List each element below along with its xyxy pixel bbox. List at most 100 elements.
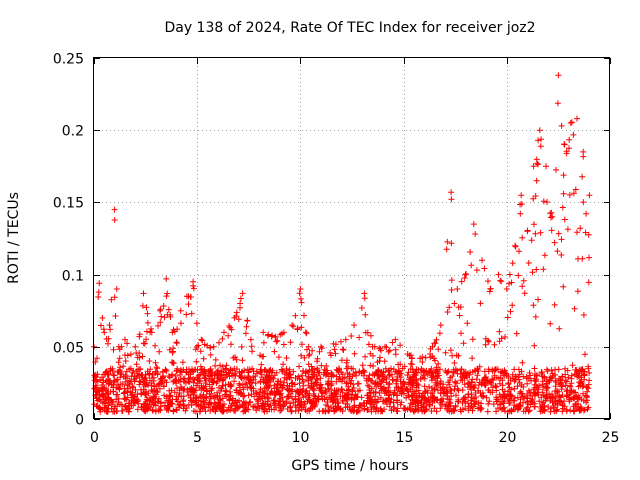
data-point: [460, 340, 467, 347]
data-point: [388, 371, 395, 378]
data-point: [219, 395, 226, 402]
data-point: [224, 407, 230, 414]
data-point: [239, 357, 246, 364]
data-point: [395, 367, 402, 374]
data-point: [271, 372, 278, 379]
data-point: [428, 408, 435, 414]
data-point: [348, 333, 355, 339]
data-point: [289, 395, 296, 402]
data-point: [565, 374, 572, 381]
data-point: [216, 339, 222, 346]
data-point: [158, 400, 164, 407]
data-point: [258, 371, 265, 378]
data-point: [482, 341, 489, 348]
data-point: [452, 379, 459, 386]
data-point: [521, 290, 528, 297]
data-point: [490, 401, 497, 408]
data-point: [244, 366, 251, 373]
data-point: [559, 204, 566, 211]
data-point: [299, 372, 305, 379]
data-point: [539, 378, 546, 385]
data-point: [237, 300, 244, 307]
data-point: [508, 279, 515, 286]
data-point: [108, 381, 115, 388]
data-point: [96, 404, 103, 411]
data-point: [246, 376, 253, 383]
data-point: [105, 402, 111, 409]
data-point: [584, 406, 591, 413]
data-point: [206, 399, 213, 406]
data-point: [153, 382, 160, 389]
data-point-peak: [132, 343, 139, 350]
y-tick-label: 0.05: [53, 341, 84, 357]
data-point: [290, 399, 297, 406]
data-point: [447, 347, 454, 354]
data-point: [556, 325, 563, 332]
data-point: [422, 395, 429, 402]
data-point: [199, 405, 206, 412]
data-point: [540, 392, 547, 399]
data-point: [321, 395, 328, 402]
data-point: [219, 382, 226, 389]
data-point: [231, 407, 237, 414]
data-point: [443, 246, 450, 253]
data-point: [362, 353, 369, 360]
data-point: [312, 401, 319, 407]
data-point: [111, 408, 118, 415]
data-point: [421, 375, 428, 382]
data-point: [417, 399, 424, 406]
data-point: [531, 221, 537, 228]
data-point: [343, 359, 350, 366]
data-point: [112, 403, 119, 410]
data-point: [566, 191, 573, 198]
data-point: [372, 389, 379, 396]
data-point: [493, 408, 500, 415]
data-point: [489, 389, 496, 396]
data-point: [504, 314, 511, 321]
data-point: [397, 342, 404, 349]
data-point: [233, 356, 240, 363]
data-point: [143, 304, 150, 311]
data-point: [320, 390, 326, 397]
data-point: [260, 400, 267, 407]
data-point: [544, 199, 550, 205]
data-point: [163, 368, 170, 374]
data-point: [531, 385, 538, 391]
data-point: [575, 383, 582, 390]
data-point: [394, 399, 401, 406]
data-point: [165, 403, 172, 410]
data-point: [574, 288, 581, 295]
data-point: [299, 376, 306, 383]
data-point: [308, 363, 315, 370]
data-point: [467, 404, 474, 411]
data-point: [280, 382, 287, 389]
data-point: [375, 368, 382, 375]
data-point: [451, 300, 458, 307]
data-point: [520, 384, 527, 390]
data-point: [249, 365, 256, 372]
data-point: [479, 393, 486, 400]
data-point: [157, 306, 164, 313]
data-point: [515, 272, 522, 279]
data-point: [223, 362, 230, 369]
data-point: [96, 391, 103, 398]
data-point: [468, 262, 475, 269]
data-point: [238, 343, 245, 350]
data-point-peak: [549, 213, 556, 220]
data-point: [207, 351, 214, 358]
data-point: [467, 383, 474, 390]
data-point: [150, 374, 157, 381]
data-point: [321, 366, 328, 373]
data-point: [573, 371, 580, 378]
data-point: [512, 376, 519, 383]
data-point: [498, 406, 505, 413]
data-point-peak: [512, 242, 519, 249]
data-point: [378, 387, 385, 394]
data-point: [220, 406, 227, 413]
data-point: [493, 384, 499, 391]
data-point: [248, 385, 255, 392]
data-point: [514, 383, 521, 390]
data-point: [563, 406, 570, 413]
data-point: [572, 389, 578, 396]
data-point: [556, 381, 563, 388]
